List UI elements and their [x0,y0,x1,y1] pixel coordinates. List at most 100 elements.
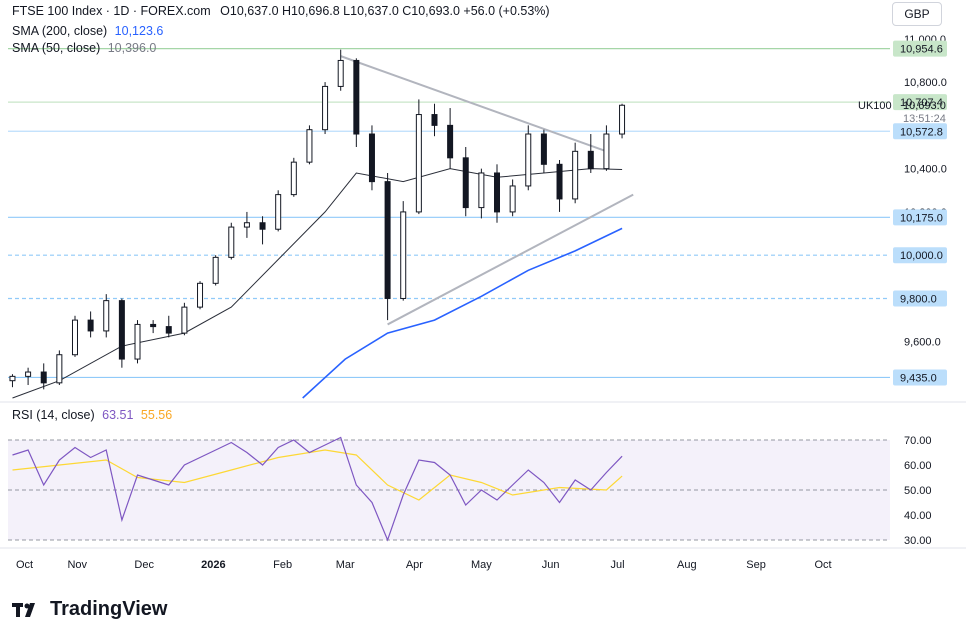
candle-body [400,211,407,299]
candle-body [322,85,329,131]
candle-body [353,59,360,135]
candle-body [478,172,485,209]
sma200-line [302,227,623,399]
candle-body [25,371,32,377]
sma50-label: SMA (50, close) [12,41,101,55]
time-tick-label: Oct [16,559,33,571]
candle-body [431,114,438,126]
price-badge-label: 10,000.0 [900,250,943,262]
symbol-title: FTSE 100 Index · 1D · FOREX.com [12,4,211,18]
time-tick-label: Jun [542,559,560,571]
price-badge [893,40,947,57]
price-badge-label: 10,707.4 [900,97,943,109]
candle-body [40,371,47,384]
candle-body [368,133,375,183]
price-tick-label: 9,600.0 [904,337,941,349]
candle-body [494,172,501,213]
rsi-ma-value: 55.56 [140,408,173,422]
candle-body [134,323,141,360]
sma200-value: 10,123.6 [114,24,164,38]
candle-body [275,194,282,230]
time-tick-label: Aug [677,559,697,571]
candle-body [603,133,610,170]
time-tick-label: Sep [746,559,766,571]
candle-body [556,163,563,200]
brand-name: TradingView [50,598,168,620]
time-tick-label: Nov [67,559,87,571]
last-price-label: 10,693.0 [903,100,946,112]
time-tick-label: Apr [406,559,423,571]
price-tick-label: 10,800.0 [904,77,947,89]
time-tick-label: Feb [273,559,292,571]
candle-body [165,326,172,334]
time-tick-label: Mar [336,559,355,571]
price-badge-label: 9,800.0 [900,293,937,305]
candle-body [243,222,250,228]
price-badge [893,247,947,264]
price-badge [893,209,947,226]
candle-body [118,300,125,360]
rsi-value: 63.51 [102,408,134,422]
candle-body [87,319,94,332]
candle-body [572,150,579,200]
rsi-tick-label: 30.00 [904,535,932,547]
price-badge-label: 10,954.6 [900,44,943,56]
sma50-legend: SMA (50, close) 10,396.0 [12,41,156,55]
price-badge-label: 10,572.8 [900,126,943,138]
candle-body [9,375,16,382]
rsi-ma-line [12,449,623,501]
candle-body [150,323,157,328]
time-tick-label: May [471,559,492,571]
rsi-tick-label: 40.00 [904,510,932,522]
price-badge [893,369,947,386]
rsi-tick-label: 60.00 [904,460,932,472]
candle-body [447,124,454,159]
candle-body [228,226,235,258]
time-tick-label: Dec [134,559,154,571]
candle-body [212,256,219,284]
price-badge [893,123,947,140]
trendline [340,55,607,153]
candle-body [415,114,422,213]
candle-body [181,306,188,334]
candle-body [306,129,313,163]
tradingview-logo-icon [12,601,44,619]
ohlc-values: O10,637.0 H10,696.8 L10,637.0 C10,693.0 … [220,4,550,18]
rsi-tick-label: 70.00 [904,435,932,447]
candle-body [71,319,78,356]
rsi-tick-label: 50.00 [904,485,932,497]
candle-body [197,282,204,308]
candle-body [337,59,344,87]
trendline [387,193,634,326]
time-tick-label: Oct [814,559,831,571]
sma200-legend: SMA (200, close) 10,123.6 [12,24,163,38]
price-badge [893,290,947,307]
sma50-value: 10,396.0 [107,41,157,55]
candle-body [540,133,547,165]
candle-body [103,300,110,332]
tradingview-brand[interactable]: TradingView [12,598,167,621]
currency-button[interactable]: GBP [892,2,942,26]
candle-body [56,354,63,384]
symbol-tag: UK100 [858,100,892,112]
price-tick-label: 10,400.0 [904,164,947,176]
candle-body [384,181,391,299]
time-tick-label: 2026 [201,559,225,571]
candle-body [290,161,297,196]
candle-body [462,157,469,209]
sma50-line [12,168,623,399]
rsi-legend: RSI (14, close) 63.51 55.56 [12,408,172,422]
price-badge [893,94,947,111]
symbol-legend: FTSE 100 Index · 1D · FOREX.com O10,637.… [12,4,550,18]
candle-body [509,185,516,213]
time-tick-label: Jul [611,559,625,571]
price-badge-label: 10,175.0 [900,212,943,224]
candle-body [619,104,626,135]
candle-body [259,222,266,230]
rsi-label: RSI (14, close) [12,408,95,422]
candle-body [525,133,532,187]
countdown-label: 13:51:24 [903,113,946,125]
price-badge-label: 9,435.0 [900,372,937,384]
sma200-label: SMA (200, close) [12,24,108,38]
